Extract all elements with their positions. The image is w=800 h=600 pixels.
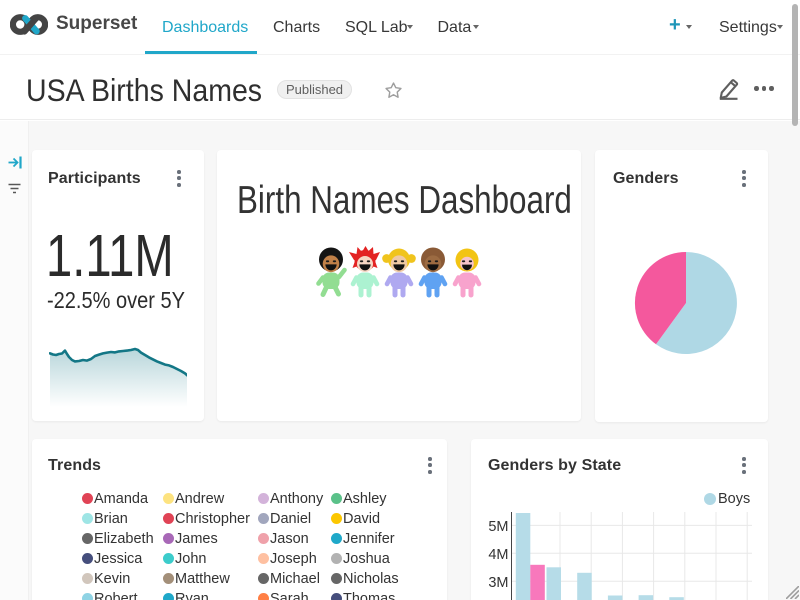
svg-text:4M: 4M [488,547,508,563]
svg-text:5M: 5M [488,519,508,535]
svg-text:3M: 3M [488,575,508,591]
